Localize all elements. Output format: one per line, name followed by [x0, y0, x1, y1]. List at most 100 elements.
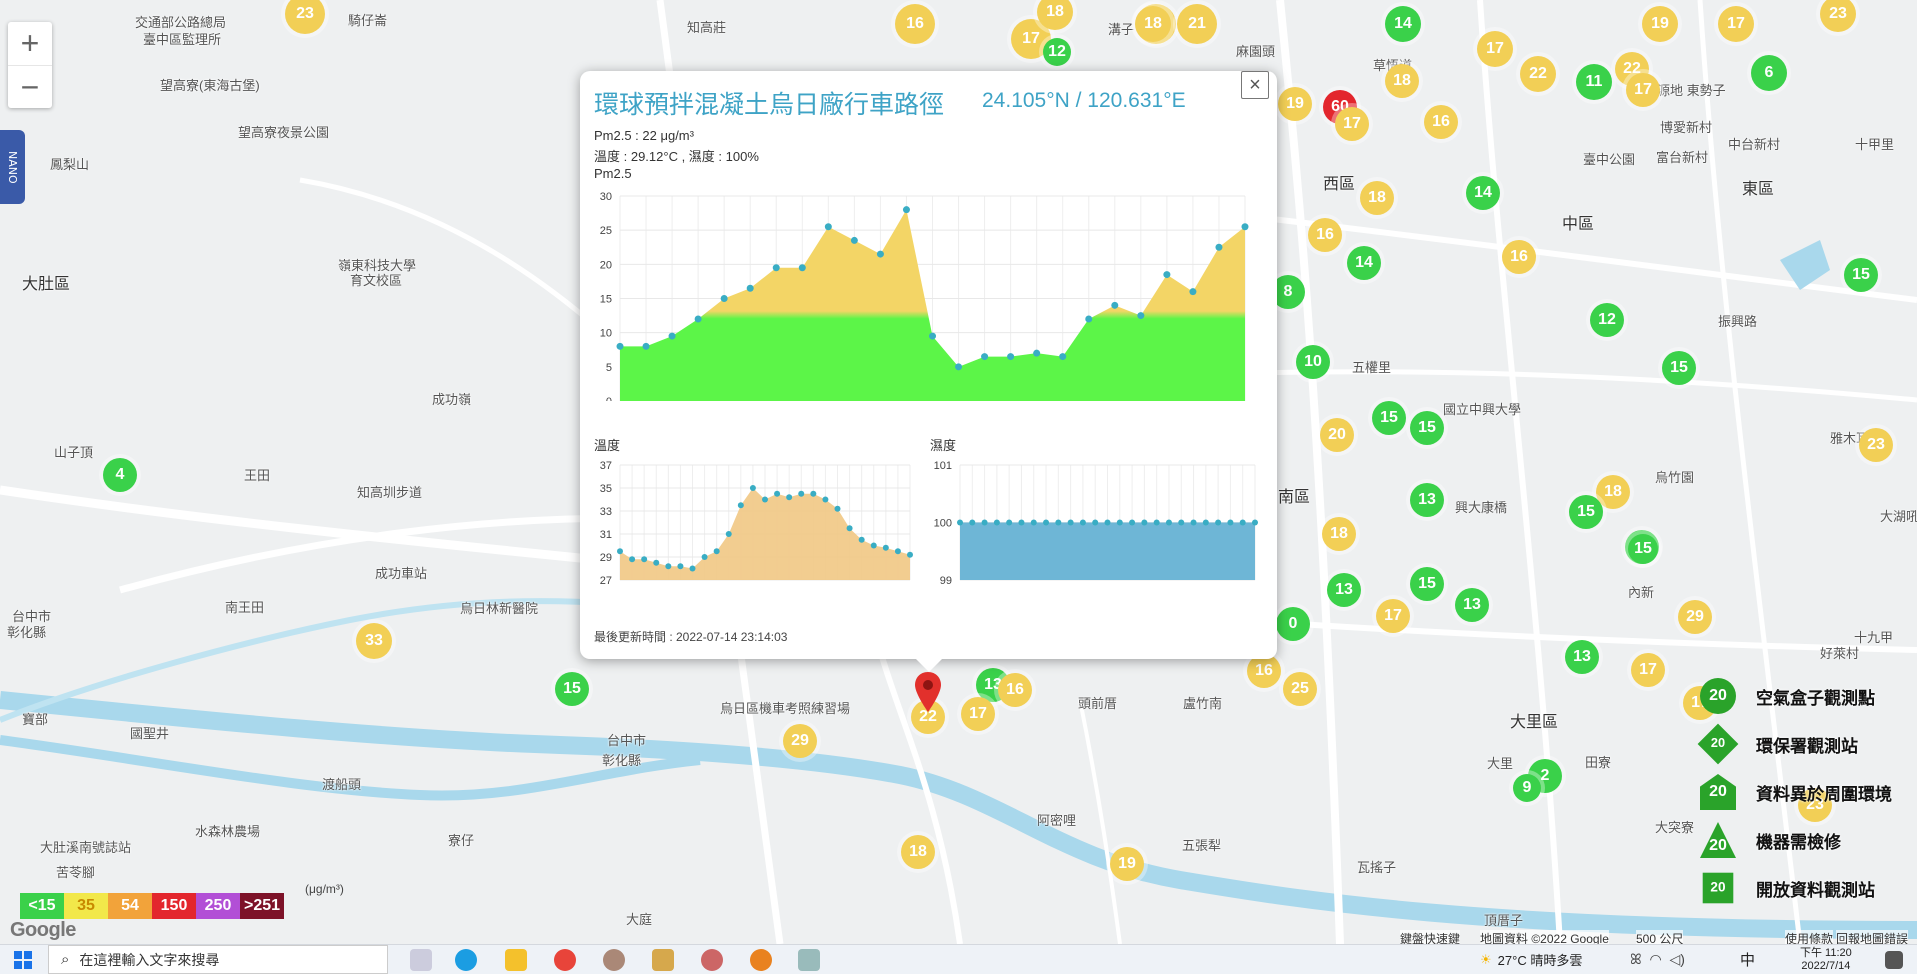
sensor-marker[interactable]: 17: [961, 697, 995, 731]
ime-indicator[interactable]: 中: [1740, 952, 1756, 969]
sensor-marker[interactable]: 17: [1631, 653, 1665, 687]
data-point: [1178, 519, 1185, 526]
app-icon[interactable]: [701, 949, 723, 971]
edge-browser-icon[interactable]: [455, 949, 477, 971]
map-scale[interactable]: 500 公尺: [1636, 930, 1684, 947]
sensor-marker[interactable]: 12: [1590, 303, 1624, 337]
data-point: [1189, 288, 1197, 296]
place-label: 興大康橋: [1455, 500, 1508, 515]
sensor-marker[interactable]: 15: [1844, 258, 1878, 292]
sensor-marker[interactable]: 23: [1798, 788, 1832, 822]
report-error-link[interactable]: 回報地圖錯誤: [1836, 930, 1909, 947]
side-panel-tab[interactable]: 𝖭𝖠𝖭𝖮: [0, 130, 25, 204]
place-label: 知高莊: [687, 20, 727, 35]
sensor-marker[interactable]: 19: [1642, 6, 1678, 42]
legend-value: 20: [1710, 736, 1726, 751]
app-icon[interactable]: [603, 949, 625, 971]
sensor-marker[interactable]: 14: [1466, 176, 1500, 210]
notification-icon[interactable]: [1885, 951, 1903, 969]
sensor-marker[interactable]: 23: [285, 0, 325, 34]
sensor-marker[interactable]: 13: [1455, 588, 1489, 622]
sensor-marker[interactable]: 15: [1410, 567, 1444, 601]
sensor-marker[interactable]: 17: [1718, 6, 1754, 42]
clock[interactable]: 下午 11:20 2022/7/14: [1800, 945, 1852, 974]
sensor-marker[interactable]: 6: [1751, 55, 1787, 91]
sensor-marker[interactable]: 22: [1520, 56, 1556, 92]
system-tray-icons[interactable]: ꕤ ◠ ◁): [1630, 945, 1685, 974]
weather-widget[interactable]: ☀ 27°C 晴時多雲: [1480, 945, 1582, 974]
file-explorer-icon[interactable]: [505, 949, 527, 971]
sensor-marker[interactable]: 14: [1347, 246, 1381, 280]
sensor-marker[interactable]: 11: [1576, 64, 1612, 100]
sensor-marker[interactable]: 20: [1320, 418, 1354, 452]
sensor-marker[interactable]: 15: [1628, 534, 1658, 564]
sensor-marker[interactable]: 15: [1662, 351, 1696, 385]
sensor-marker[interactable]: 13: [1327, 573, 1361, 607]
place-label: 中區: [1562, 216, 1595, 233]
sensor-marker[interactable]: 13: [1565, 640, 1599, 674]
sensor-marker[interactable]: 15: [555, 672, 589, 706]
data-point: [1137, 312, 1145, 320]
sensor-marker[interactable]: 29: [783, 724, 817, 758]
data-point: [798, 264, 806, 272]
zoom-control[interactable]: + −: [8, 22, 52, 108]
wifi-icon: ◠: [1649, 951, 1662, 967]
sensor-marker[interactable]: 33: [356, 623, 392, 659]
y-tick-label: 33: [600, 506, 612, 518]
sensor-marker[interactable]: 18: [1385, 64, 1419, 98]
blender-icon[interactable]: [750, 949, 772, 971]
sensor-marker[interactable]: 17: [1335, 107, 1369, 141]
sensor-marker[interactable]: 18: [1135, 6, 1171, 42]
sensor-marker[interactable]: 19: [1278, 87, 1312, 121]
sensor-marker[interactable]: 18: [1322, 517, 1356, 551]
sensor-marker[interactable]: 16: [1308, 218, 1342, 252]
sensor-marker[interactable]: 17: [1626, 73, 1660, 107]
place-label: 田寮: [1585, 755, 1612, 770]
sensor-marker[interactable]: 18: [1360, 181, 1394, 215]
sensor-marker[interactable]: 19: [1110, 847, 1144, 881]
sensor-marker[interactable]: 12: [1043, 38, 1071, 66]
close-button[interactable]: ×: [1241, 71, 1269, 99]
sensor-marker[interactable]: 4: [103, 458, 137, 492]
sensor-marker[interactable]: 23: [1820, 0, 1856, 32]
sensor-marker[interactable]: 9: [1513, 774, 1541, 802]
location-pin-icon[interactable]: [915, 672, 941, 712]
sensor-marker[interactable]: 0: [1276, 607, 1310, 641]
windows-start-icon[interactable]: [14, 951, 32, 969]
app-icon[interactable]: [798, 949, 820, 971]
sensor-marker[interactable]: 16: [1424, 105, 1458, 139]
sensor-marker[interactable]: 13: [1410, 483, 1444, 517]
scale-item: 150: [152, 893, 196, 919]
task-view-icon[interactable]: [410, 949, 432, 971]
station-coordinates: 24.105°N / 120.631°E: [982, 89, 1186, 112]
taskbar-search-box[interactable]: ⌕ 在這裡輸入文字來搜尋: [48, 945, 388, 974]
sensor-marker[interactable]: 15: [1372, 401, 1406, 435]
zoom-out-button[interactable]: −: [20, 69, 40, 105]
app-icon[interactable]: [652, 949, 674, 971]
sensor-marker[interactable]: 25: [1283, 672, 1317, 706]
data-point: [1141, 519, 1148, 526]
sensor-marker[interactable]: 10: [1296, 345, 1330, 379]
sensor-marker[interactable]: 16: [1247, 654, 1281, 688]
sensor-marker[interactable]: 16: [1502, 240, 1536, 274]
sensor-marker[interactable]: 18: [1596, 475, 1630, 509]
zoom-in-button[interactable]: +: [8, 22, 52, 66]
terms-link[interactable]: 使用條款: [1785, 930, 1834, 947]
sensor-marker[interactable]: 16: [998, 673, 1032, 707]
chart-title: Pm2.5: [594, 166, 632, 181]
sensor-marker[interactable]: 15: [1410, 411, 1444, 445]
keyboard-shortcuts-link[interactable]: 鍵盤快速鍵: [1400, 930, 1461, 947]
place-label: 臺中區監理所: [143, 32, 222, 47]
sensor-marker[interactable]: 17: [1376, 599, 1410, 633]
sensor-marker[interactable]: 15: [1569, 495, 1603, 529]
chrome-icon[interactable]: [554, 949, 576, 971]
sensor-marker[interactable]: 21: [1177, 4, 1217, 44]
sensor-marker[interactable]: 18: [901, 835, 935, 869]
scale-item: 250: [196, 893, 240, 919]
sensor-marker[interactable]: 17: [1477, 31, 1513, 67]
sensor-marker[interactable]: 14: [1385, 6, 1421, 42]
sensor-marker[interactable]: 29: [1678, 600, 1712, 634]
sensor-marker[interactable]: 23: [1859, 428, 1893, 462]
sensor-marker[interactable]: 18: [1037, 0, 1073, 30]
sensor-marker[interactable]: 16: [895, 4, 935, 44]
